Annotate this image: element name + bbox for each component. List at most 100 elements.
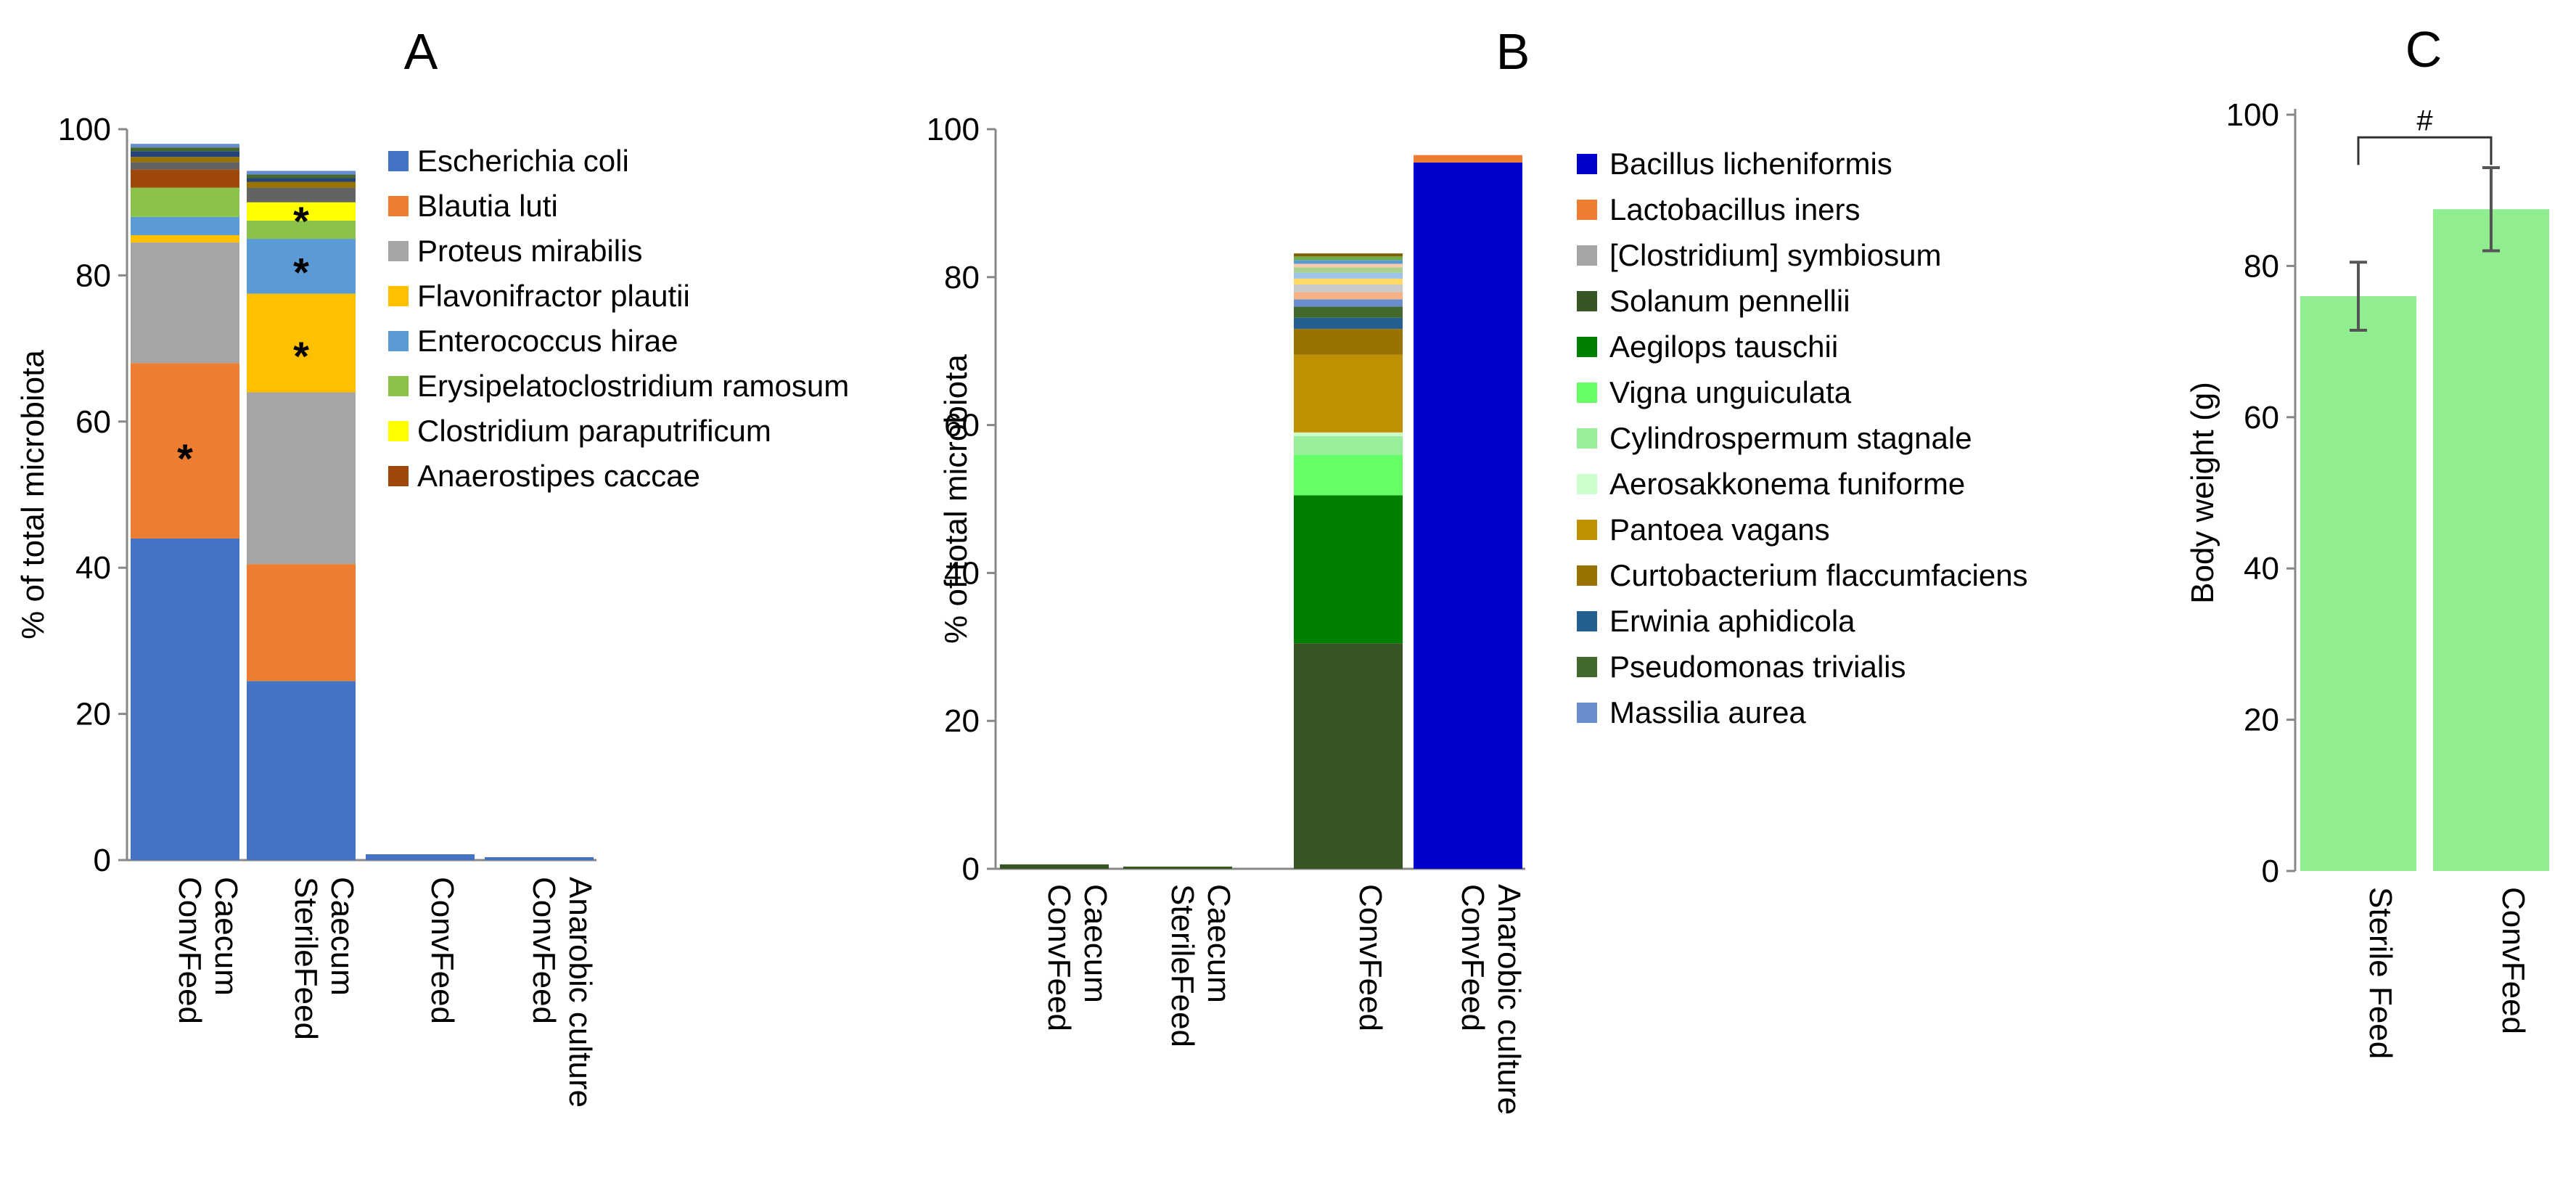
bar-segment-other (247, 187, 356, 203)
bar-segment-other (131, 147, 239, 152)
category-label: Caecum (324, 877, 360, 996)
y-tick-label: 20 (2244, 703, 2279, 738)
category-label: Anarobic culture (1491, 884, 1527, 1115)
bar-segment-other (1294, 256, 1403, 261)
legend-swatch-aegilops-tauschii (1577, 337, 1597, 357)
category-label: ConvFeed (1353, 884, 1388, 1031)
significance-star: * (177, 435, 193, 481)
y-tick-label: 80 (944, 260, 980, 295)
bar-segment-other (1294, 267, 1403, 273)
legend-swatch-erysipelatoclostridium-ramosum (388, 376, 409, 396)
bar-segment-enterococcus-hirae (247, 239, 356, 294)
legend-swatch-pantoea-vagans (1577, 520, 1597, 540)
bar-segment-erwinia-aphidicola (1294, 317, 1403, 330)
legend-swatch-solanum-pennellii (1577, 291, 1597, 311)
bar-segment-bacillus-licheniformis (1414, 162, 1522, 870)
panel-b: 0 20 40 60 80 100 % of total microbiota B ConvFe… (927, 23, 2028, 1115)
bar-segment-other (247, 171, 356, 175)
panel-c: 0 20 40 60 80 100 Body weight (g) C Sterile Feed… (2185, 21, 2549, 1059)
bar-segment-pantoea-vagans (1294, 354, 1403, 433)
legend-label: Clostridium paraputrificum (417, 414, 771, 448)
bar-segment-curtobacterium-flaccumfaciens (1294, 329, 1403, 355)
bar-segment-other (247, 174, 356, 179)
legend-label: Bacillus licheniformis (1609, 147, 1892, 181)
y-tick-label: 100 (2226, 97, 2279, 133)
significance-mark: # (2416, 105, 2433, 136)
legend-swatch-clostridium-symbiosum (1577, 245, 1597, 266)
y-tick-label: 40 (944, 555, 980, 591)
legend-label: Blautia luti (417, 189, 558, 223)
bar-segment-other (131, 162, 239, 170)
y-axis-title: % of total microbiota (15, 350, 51, 639)
category-label: ConvFeed (526, 877, 562, 1024)
bar-segment-clostridium-paraputrificum (247, 202, 356, 221)
legend-swatch-lactobacillus-iners (1577, 200, 1597, 220)
category-label: ConvFeed (2495, 887, 2531, 1034)
bar-segment-other (247, 178, 356, 182)
bar-segment-other (1294, 253, 1403, 257)
legend-swatch-aerosakkonema-funiforme (1577, 474, 1597, 494)
legend-swatch-proteus-mirabilis (388, 241, 409, 261)
legend-label: Enterococcus hirae (417, 324, 678, 358)
bar-segment-anaerostipes-caccae (131, 169, 239, 188)
y-tick-label: 20 (75, 697, 111, 732)
category-label: ConvFeed (172, 877, 208, 1024)
bar-segment-pseudomonas-trivialis (1294, 306, 1403, 318)
legend-swatch-cylindrospermum-stagnale (1577, 428, 1597, 449)
legend-swatch-anaerostipes-caccae (388, 466, 409, 486)
category-label: ConvFeed (1455, 884, 1490, 1031)
bar-segment-other (131, 151, 239, 158)
legend-label: Flavonifractor plautii (417, 279, 690, 313)
legend-swatch-bacillus-licheniformis (1577, 154, 1597, 174)
bar-segment-escherichia-coli (485, 856, 594, 860)
legend-label: Aegilops tauschii (1609, 330, 1838, 364)
significance-bracket (2357, 136, 2493, 165)
y-tick-label: 40 (75, 550, 111, 586)
bar-segment-erysipelatoclostridium-ramosum (247, 220, 356, 240)
bar-segment-other (1294, 263, 1403, 268)
bar-segment-escherichia-coli (247, 681, 356, 860)
y-tick-label: 80 (2244, 248, 2279, 284)
category-label: ConvFeed (424, 877, 460, 1024)
significance-star: * (293, 198, 309, 244)
legend-swatch-enterococcus-hirae (388, 331, 409, 351)
category-label: Caecum (1201, 884, 1236, 1003)
legend-label: Cylindrospermum stagnale (1609, 421, 1972, 455)
legend-label: Erysipelatoclostridium ramosum (417, 369, 849, 403)
legend-label: Curtobacterium flaccumfaciens (1609, 558, 2028, 592)
legend-label: Lactobacillus iners (1609, 192, 1861, 226)
category-label: Caecum (1078, 884, 1113, 1003)
legend-label: Anaerostipes caccae (417, 459, 700, 493)
bar-segment-aerosakkonema-funiforme (1294, 432, 1403, 436)
bar-segment-aegilops-tauschii (1294, 495, 1403, 644)
legend-label: Solanum pennellii (1609, 284, 1850, 318)
bar-segment-flavonifractor-plautii (247, 293, 356, 393)
bar-segment-proteus-mirabilis (247, 392, 356, 565)
category-label: Sterile Feed (2363, 887, 2398, 1059)
legend-label: Proteus mirabilis (417, 234, 642, 268)
y-tick-label: 0 (962, 851, 980, 887)
panel-a-letter: A (404, 23, 438, 80)
legend-label: Pseudomonas trivialis (1609, 650, 1906, 684)
category-label: ConvFeed (1041, 884, 1077, 1031)
bar-segment-escherichia-coli (131, 538, 239, 860)
bar-segment-erysipelatoclostridium-ramosum (131, 187, 239, 217)
bar-segment-cylindrospermum-stagnale (1294, 435, 1403, 455)
legend-label: Erwinia aphidicola (1609, 604, 1855, 638)
legend-swatch-flavonifractor-plautii (388, 286, 409, 306)
y-tick-label: 0 (2262, 854, 2279, 889)
bar-segment-vigna-unguiculata (1294, 454, 1403, 496)
bar-segment-other (247, 181, 356, 188)
bar-segment-solanum-pennellii (1294, 643, 1403, 869)
legend-swatch-erwinia-aphidicola (1577, 611, 1597, 631)
y-axis-title: Body weight (g) (2185, 382, 2220, 604)
bar-segment-other (1294, 272, 1403, 279)
y-tick-label: 60 (75, 404, 111, 440)
category-label: SterileFeed (288, 877, 324, 1040)
panel-a: 0 20 40 60 80 100 % of total microbiota A ConvFe… (15, 23, 849, 1108)
legend-label: Pantoea vagans (1609, 512, 1830, 547)
legend-label: Massilia aurea (1609, 695, 1806, 729)
y-tick-label: 80 (75, 258, 111, 293)
legend-swatch-vigna-unguiculata (1577, 383, 1597, 403)
